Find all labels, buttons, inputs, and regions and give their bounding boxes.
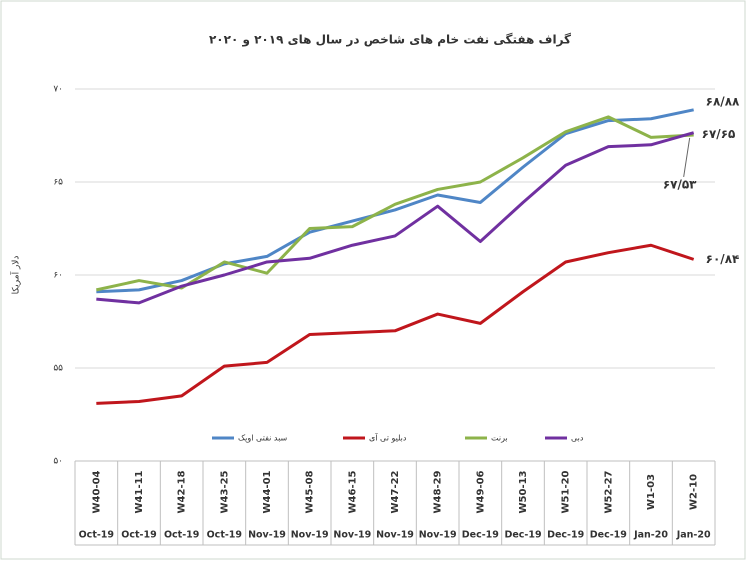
x-tick-label: W50-13 <box>518 470 529 513</box>
x-group-label: Oct-19 <box>121 530 156 541</box>
series-line <box>96 115 694 292</box>
x-group-label: Nov-19 <box>376 530 414 541</box>
x-group-label: Jan-20 <box>676 530 711 541</box>
x-tick-label: W48-29 <box>433 470 444 513</box>
x-tick-label: W47-22 <box>390 470 401 513</box>
y-tick-label: ۶۵ <box>53 178 63 188</box>
legend-label: دبی <box>571 434 584 443</box>
x-group-label: Dec-19 <box>462 530 499 541</box>
x-tick-label: W52-27 <box>603 470 614 513</box>
legend-label: سبد نفتی اوپک <box>238 434 288 443</box>
value-label: ۶۷/۵۳ <box>663 177 697 191</box>
y-tick-label: ۵۵ <box>53 364 63 374</box>
legend-label: دبلیو تی آی <box>369 433 407 443</box>
x-group-label: Dec-19 <box>547 530 584 541</box>
x-tick-label: W40-04 <box>91 470 102 513</box>
x-tick-label: W46-15 <box>347 470 358 513</box>
chart-title: گراف هفتگی نفت خام های شاخص در سال های ۲… <box>209 33 571 48</box>
x-group-label: Oct-19 <box>79 530 114 541</box>
x-group-label: Nov-19 <box>333 530 371 541</box>
x-tick-label: W42-18 <box>177 470 188 513</box>
legend-label: برنت <box>491 434 508 443</box>
value-label: ۶۷/۶۵ <box>702 127 736 141</box>
x-tick-label: W41-11 <box>134 470 145 513</box>
x-tick-label: W45-08 <box>305 470 316 513</box>
x-group-label: Oct-19 <box>164 530 199 541</box>
y-axis-label: دلار آمریکا <box>10 256 22 295</box>
value-label: ۶۸/۸۸ <box>706 94 740 108</box>
series-line <box>96 243 695 405</box>
x-group-label: Oct-19 <box>207 530 242 541</box>
x-tick-label: W2-10 <box>689 474 700 510</box>
x-tick-label: W43-25 <box>219 470 230 513</box>
x-group-label: Nov-19 <box>248 530 286 541</box>
x-group-label: Nov-19 <box>291 530 329 541</box>
x-tick-label: W1-03 <box>646 474 657 510</box>
x-group-label: Nov-19 <box>419 530 457 541</box>
series-line <box>96 108 694 294</box>
y-tick-label: ۶۰ <box>53 271 63 281</box>
series-line <box>96 131 695 305</box>
value-label: ۶۰/۸۴ <box>706 252 740 266</box>
x-tick-label: W44-01 <box>262 470 273 513</box>
y-tick-label: ۵۰ <box>53 457 63 467</box>
x-group-label: Dec-19 <box>504 530 541 541</box>
leader-line <box>683 137 691 178</box>
y-tick-label: ۷۰ <box>53 85 63 95</box>
x-group-label: Jan-20 <box>633 530 668 541</box>
x-tick-label: W51-20 <box>561 470 572 513</box>
x-tick-label: W49-06 <box>475 470 486 513</box>
x-group-label: Dec-19 <box>590 530 627 541</box>
